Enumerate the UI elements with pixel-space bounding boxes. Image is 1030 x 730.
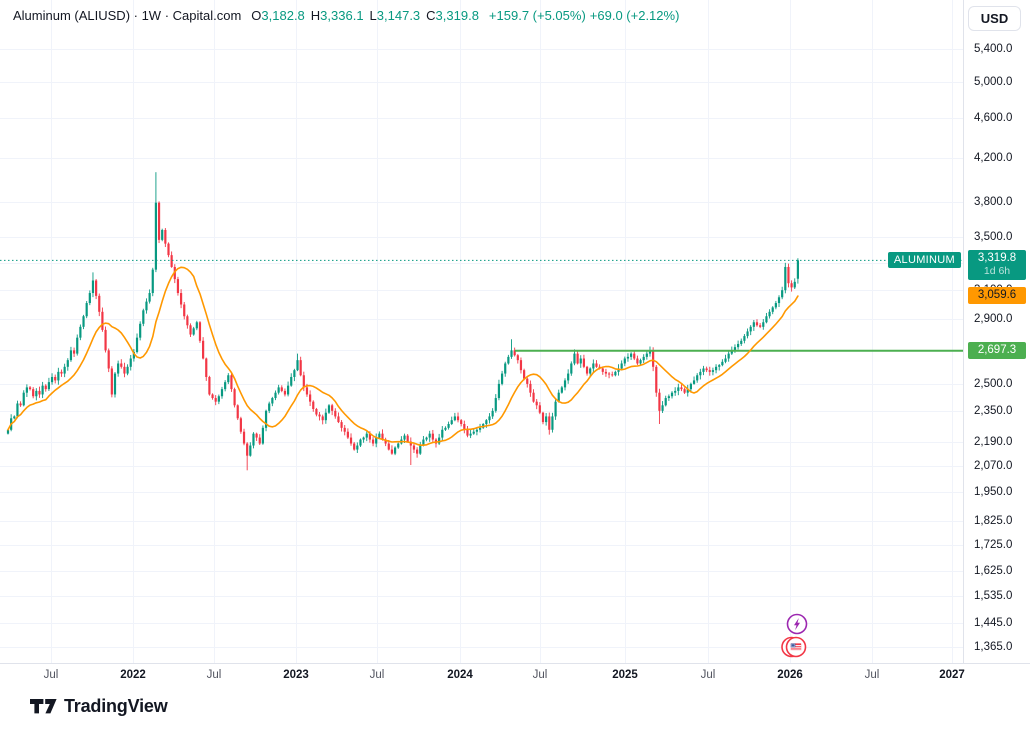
price-axis[interactable]: 3,319.8 1d 6h 3,059.6 2,697.3 5,400.0 5,0… bbox=[963, 0, 1030, 685]
time-tick-label: Jul bbox=[206, 669, 222, 681]
current-price-badge: 3,319.8 1d 6h bbox=[968, 249, 1026, 280]
price-tick-label: 3,500.0 bbox=[974, 231, 1013, 244]
price-tick-label: 2,350.0 bbox=[974, 404, 1013, 417]
time-axis[interactable]: Jul 2022 Jul 2023 Jul 2024 Jul 2025 Jul 2026 Jul 20… bbox=[0, 663, 1030, 685]
close-label: C bbox=[426, 8, 436, 23]
price-tick-label: 1,725.0 bbox=[974, 539, 1013, 552]
time-tick-label: Jul bbox=[700, 669, 716, 681]
price-tick-label: 2,900.0 bbox=[974, 313, 1013, 326]
tradingview-logo-text: TradingView bbox=[64, 696, 168, 716]
price-tick-label: 5,000.0 bbox=[974, 76, 1013, 89]
chart-pane[interactable] bbox=[0, 0, 963, 663]
time-tick-label: 2025 bbox=[612, 669, 638, 681]
event-us-flag-icon[interactable] bbox=[781, 636, 807, 658]
price-tick-label: 1,625.0 bbox=[974, 565, 1013, 578]
tradingview-logo-icon bbox=[30, 699, 57, 714]
symbol-title[interactable]: Aluminum (ALIUSD) · 1W · Capital.com bbox=[13, 8, 242, 23]
price-tick-label: 1,365.0 bbox=[974, 641, 1013, 654]
bar-countdown: 1d 6h bbox=[983, 264, 1011, 277]
ma-value-badge: 3,059.6 bbox=[968, 287, 1026, 305]
ma-line[interactable] bbox=[7, 266, 799, 447]
time-tick-label: 2024 bbox=[447, 669, 473, 681]
price-line-symbol-label: ALUMINUM bbox=[887, 252, 961, 269]
price-tick-label: 1,950.0 bbox=[974, 486, 1013, 499]
currency-button[interactable]: USD bbox=[968, 6, 1021, 31]
time-tick-label: Jul bbox=[43, 669, 59, 681]
price-tick-label: 4,200.0 bbox=[974, 151, 1013, 164]
price-tick-label: 2,500.0 bbox=[974, 377, 1013, 390]
open-value: 3,182.8 bbox=[261, 8, 305, 23]
price-tick-label: 2,190.0 bbox=[974, 435, 1013, 448]
price-tick-label: 5,400.0 bbox=[974, 42, 1013, 55]
low-label: L bbox=[369, 8, 377, 23]
time-tick-label: Jul bbox=[369, 669, 385, 681]
low-value: 3,147.3 bbox=[376, 8, 421, 23]
time-tick-label: 2023 bbox=[283, 669, 309, 681]
footer: TradingView bbox=[0, 685, 1030, 730]
grid bbox=[0, 0, 963, 663]
high-label: H bbox=[310, 8, 321, 23]
event-lightning-icon[interactable] bbox=[786, 613, 808, 635]
candlestick-chart bbox=[0, 0, 963, 663]
level-value-badge: 2,697.3 bbox=[968, 342, 1026, 360]
price-tick-label: 3,800.0 bbox=[974, 195, 1013, 208]
time-tick-label: 2022 bbox=[120, 669, 146, 681]
time-tick-label: 2026 bbox=[777, 669, 803, 681]
current-price-value: 3,319.8 bbox=[977, 251, 1017, 264]
candlestick-series bbox=[6, 172, 799, 471]
price-tick-label: 1,535.0 bbox=[974, 590, 1013, 603]
change-secondary-value: +69.0 (+2.12%) bbox=[589, 8, 680, 23]
close-value: 3,319.8 bbox=[435, 8, 479, 23]
time-tick-label: Jul bbox=[864, 669, 880, 681]
change-value: +159.7 (+5.05%) bbox=[488, 8, 586, 23]
high-value: 3,336.1 bbox=[320, 8, 364, 23]
time-tick-label: Jul bbox=[532, 669, 548, 681]
tradingview-logo[interactable]: TradingView bbox=[30, 696, 168, 717]
price-tick-label: 1,445.0 bbox=[974, 616, 1013, 629]
open-label: O bbox=[251, 8, 262, 23]
price-tick-label: 1,825.0 bbox=[974, 514, 1013, 527]
chart-legend: Aluminum (ALIUSD) · 1W · Capital.com O3,1… bbox=[13, 7, 679, 24]
time-tick-label: 2027 bbox=[939, 669, 965, 681]
price-tick-label: 2,070.0 bbox=[974, 460, 1013, 473]
price-tick-label: 4,600.0 bbox=[974, 112, 1013, 125]
